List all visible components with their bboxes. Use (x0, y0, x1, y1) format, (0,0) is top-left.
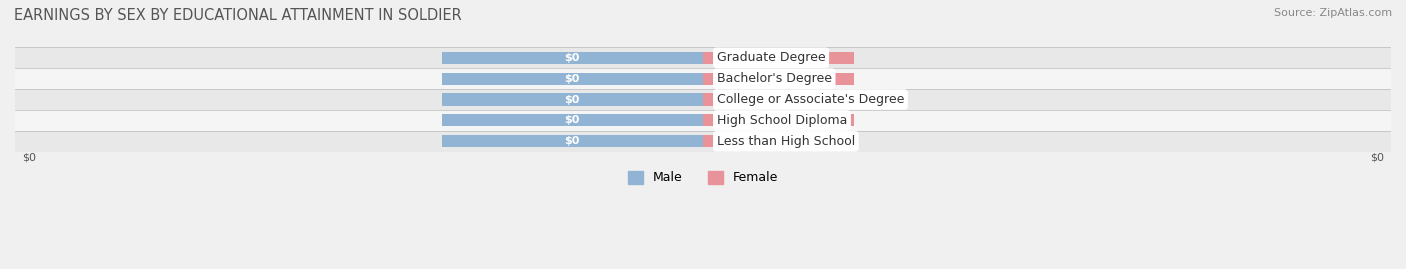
Bar (703, 93, 855, 105)
Bar (15, 68, 1391, 89)
Bar (15, 47, 1391, 68)
Bar (441, 93, 703, 105)
Legend: Male, Female: Male, Female (623, 166, 783, 189)
Bar (703, 73, 855, 85)
Text: $0: $0 (770, 136, 786, 146)
Text: EARNINGS BY SEX BY EDUCATIONAL ATTAINMENT IN SOLDIER: EARNINGS BY SEX BY EDUCATIONAL ATTAINMEN… (14, 8, 461, 23)
Text: Source: ZipAtlas.com: Source: ZipAtlas.com (1274, 8, 1392, 18)
Text: Bachelor's Degree: Bachelor's Degree (717, 72, 832, 85)
Text: Graduate Degree: Graduate Degree (717, 51, 825, 64)
Text: College or Associate's Degree: College or Associate's Degree (717, 93, 904, 106)
Bar (15, 131, 1391, 152)
Text: $0: $0 (565, 136, 579, 146)
Text: $0: $0 (770, 53, 786, 63)
Text: High School Diploma: High School Diploma (717, 114, 848, 127)
Bar (703, 114, 855, 126)
Text: $0: $0 (770, 74, 786, 84)
Bar (441, 135, 703, 147)
Text: $0: $0 (565, 115, 579, 125)
Text: $0: $0 (22, 152, 37, 162)
Text: $0: $0 (1369, 152, 1384, 162)
Text: Less than High School: Less than High School (717, 135, 855, 148)
Bar (441, 73, 703, 85)
Bar (703, 135, 855, 147)
Bar (15, 89, 1391, 110)
Bar (15, 110, 1391, 131)
Text: $0: $0 (770, 115, 786, 125)
Bar (441, 114, 703, 126)
Text: $0: $0 (565, 94, 579, 105)
Bar (441, 52, 703, 64)
Text: $0: $0 (565, 74, 579, 84)
Bar (703, 52, 855, 64)
Text: $0: $0 (770, 94, 786, 105)
Text: $0: $0 (565, 53, 579, 63)
